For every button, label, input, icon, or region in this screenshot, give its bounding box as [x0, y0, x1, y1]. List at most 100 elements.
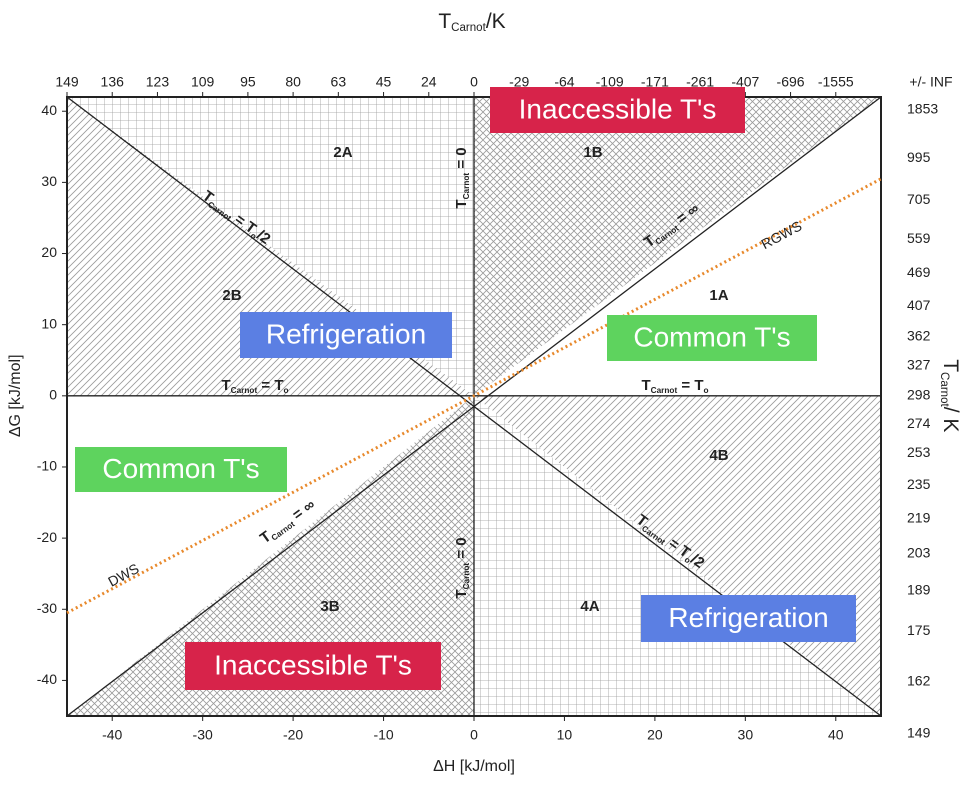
- y-tick-label: -10: [37, 458, 57, 474]
- right-tick-label: 175: [907, 622, 931, 638]
- text-part: T: [939, 359, 962, 372]
- text-part: = T: [677, 377, 703, 394]
- callout-box: [240, 312, 452, 358]
- trend-label: RGWS: [758, 218, 804, 253]
- y-tick-label: 20: [41, 244, 57, 260]
- right-axis-title: TCarnot/ K: [938, 359, 963, 432]
- region-label: 4B: [709, 447, 728, 464]
- callout-text: Common T's: [633, 321, 790, 352]
- subscript: Carnot: [462, 173, 471, 200]
- text-part: T: [221, 377, 230, 394]
- y-tick-label: 0: [49, 387, 57, 403]
- top-tick-label: -407: [731, 74, 759, 90]
- top-tick-label: 24: [421, 74, 437, 90]
- line-label: TCarnot = To: [641, 377, 708, 395]
- right-tick-label: 407: [907, 297, 931, 313]
- trend-label: DWS: [105, 560, 141, 589]
- x-tick-label: 30: [738, 727, 754, 743]
- region-fill: [474, 395, 881, 716]
- y-tick-label: 30: [41, 173, 57, 189]
- right-tick-label: 705: [907, 191, 931, 207]
- y-tick-label: -20: [37, 529, 57, 545]
- top-tick-label: -29: [509, 74, 529, 90]
- callout-box: [641, 595, 856, 642]
- x-tick-label: 20: [647, 727, 663, 743]
- top-tick-label: -1555: [818, 74, 854, 90]
- callout-text: Refrigeration: [266, 318, 426, 349]
- text-part: T: [641, 377, 650, 394]
- y-tick-label: 10: [41, 315, 57, 331]
- region-label: 1A: [709, 287, 728, 304]
- top-tick-label: 0: [470, 74, 478, 90]
- right-tick-label: 327: [907, 357, 931, 373]
- right-tick-label: 149: [907, 724, 931, 740]
- right-tick-label: 162: [907, 673, 931, 689]
- right-tick-label: 274: [907, 415, 931, 431]
- callout-text: Inaccessible T's: [214, 649, 412, 680]
- subscript: Carnot: [651, 386, 678, 395]
- subscript: Carnot: [938, 372, 950, 407]
- x-tick-label: -40: [102, 727, 122, 743]
- top-tick-label: 80: [285, 74, 301, 90]
- subscript: o: [249, 231, 258, 241]
- top-tick-label: -261: [686, 74, 714, 90]
- x-tick-label: -20: [283, 727, 303, 743]
- right-tick-label: 362: [907, 327, 931, 343]
- region-label: 1B: [583, 144, 602, 161]
- right-tick-label: 235: [907, 476, 931, 492]
- callout-text: Inaccessible T's: [519, 93, 717, 124]
- subscript: Carnot: [231, 386, 258, 395]
- right-tick-label: 298: [907, 387, 931, 403]
- right-tick-label: 219: [907, 510, 931, 526]
- x-tick-label: 40: [828, 727, 844, 743]
- right-tick-label: 1853: [907, 101, 938, 117]
- line-label: TCarnot = To: [221, 377, 288, 395]
- subscript: Carnot: [451, 22, 486, 34]
- top-tick-label: 123: [146, 74, 170, 90]
- region-label: 2A: [333, 144, 352, 161]
- subscript: o: [703, 386, 708, 395]
- y-tick-label: 40: [41, 102, 57, 118]
- region-fill: [67, 395, 474, 716]
- y-axis-title: ΔG [kJ/mol]: [7, 354, 24, 437]
- x-tick-label: 0: [470, 727, 478, 743]
- top-tick-label: 149: [55, 74, 79, 90]
- callout-box: [75, 447, 287, 492]
- callout-box: [490, 87, 745, 133]
- text-part: = 0: [453, 537, 470, 562]
- text-part: = 0: [453, 147, 470, 172]
- right-tick-label: 559: [907, 230, 931, 246]
- y-tick-label: -30: [37, 600, 57, 616]
- region-label: 4A: [580, 598, 599, 615]
- text-part: / K: [939, 407, 962, 433]
- right-tick-label: 469: [907, 264, 931, 280]
- annotations: -40 -30 -20 -10 0 10 20 30 40-40-30-20-100102030…: [7, 10, 962, 776]
- text-part: T: [438, 10, 451, 33]
- top-tick-label: 95: [240, 74, 256, 90]
- top-tick-label: -171: [641, 74, 669, 90]
- top-tick-label: -109: [596, 74, 624, 90]
- top-tick-label: 136: [101, 74, 125, 90]
- right-tick-label: 189: [907, 581, 931, 597]
- region-label: 3B: [320, 598, 339, 615]
- text-part: T: [453, 589, 470, 598]
- subscript: o: [683, 555, 692, 565]
- callout-text: Common T's: [102, 453, 259, 484]
- right-tick-label: 203: [907, 544, 931, 560]
- line-label: TCarnot = 0: [453, 147, 471, 208]
- region-label: 2B: [222, 287, 241, 304]
- right-tick-label: 253: [907, 444, 931, 460]
- x-tick-label: -10: [373, 727, 393, 743]
- x-axis-title: ΔH [kJ/mol]: [433, 758, 515, 775]
- top-tick-label: -64: [554, 74, 574, 90]
- subscript: Carnot: [462, 563, 471, 590]
- text-part: = T: [257, 377, 283, 394]
- right-tick-label: 995: [907, 149, 931, 165]
- callout-box: [185, 642, 441, 690]
- callout-text: Refrigeration: [668, 602, 828, 633]
- top-tick-label: 63: [331, 74, 347, 90]
- top-tick-label: 45: [376, 74, 392, 90]
- trend-line: [66, 177, 882, 615]
- text-part: T: [453, 199, 470, 208]
